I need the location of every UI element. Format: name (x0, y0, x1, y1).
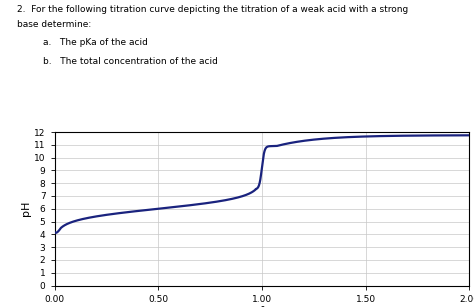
Text: b.   The total concentration of the acid: b. The total concentration of the acid (43, 57, 218, 66)
Text: a.   The pKa of the acid: a. The pKa of the acid (43, 38, 147, 47)
Y-axis label: pH: pH (21, 201, 31, 216)
X-axis label: f: f (260, 306, 264, 307)
Text: base determine:: base determine: (17, 20, 91, 29)
Text: 2.  For the following titration curve depicting the titration of a weak acid wit: 2. For the following titration curve dep… (17, 5, 408, 14)
